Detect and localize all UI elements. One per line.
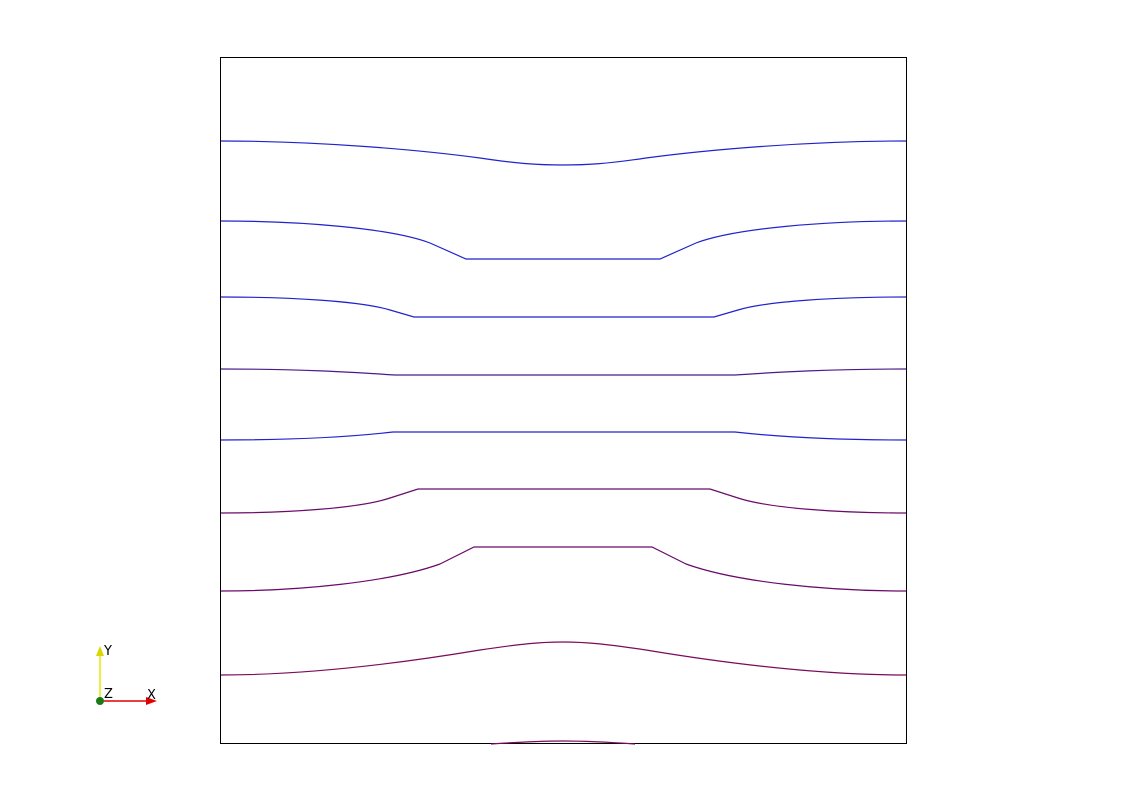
contour-line-8	[220, 641, 907, 676]
domain-frame	[220, 57, 907, 744]
contour-line-4	[220, 368, 907, 376]
y-axis-arrow-icon	[96, 646, 104, 656]
z-axis-label: Z	[104, 687, 113, 702]
contour-line-3	[220, 296, 907, 318]
contour-line-1	[220, 140, 907, 166]
y-axis-label: Y	[103, 644, 112, 659]
orientation-axes: Y X Z	[96, 644, 157, 705]
contour-line-5	[220, 431, 907, 441]
contour-line-9	[490, 740, 636, 745]
contour-lines	[220, 140, 907, 745]
contour-line-6	[220, 488, 907, 514]
x-axis-arrow-icon	[146, 697, 157, 705]
x-axis-label: X	[147, 688, 156, 703]
z-axis-dot-icon	[96, 697, 104, 705]
contour-line-2	[220, 220, 907, 260]
contour-line-7	[220, 546, 907, 592]
